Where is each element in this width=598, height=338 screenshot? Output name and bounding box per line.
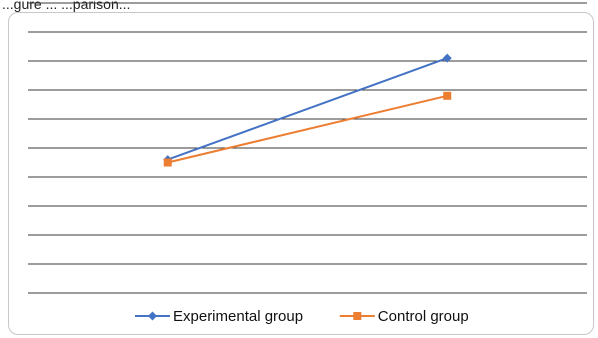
legend-item: Control group	[339, 308, 469, 325]
data-point	[163, 158, 172, 167]
legend-label: Experimental group	[173, 308, 303, 325]
gridlines	[28, 2, 587, 294]
series-line	[167, 94, 448, 164]
legend-marker	[353, 312, 362, 320]
series-layer	[163, 53, 452, 167]
data-point	[442, 53, 452, 63]
series-line	[167, 57, 448, 161]
legend-label: Control group	[378, 308, 469, 325]
data-point	[443, 91, 452, 100]
legend: Experimental group Control group	[135, 308, 469, 325]
legend-marker	[148, 311, 157, 321]
chart-frame	[8, 12, 594, 335]
series-1	[163, 91, 452, 167]
legend-item: Experimental group	[135, 308, 303, 325]
